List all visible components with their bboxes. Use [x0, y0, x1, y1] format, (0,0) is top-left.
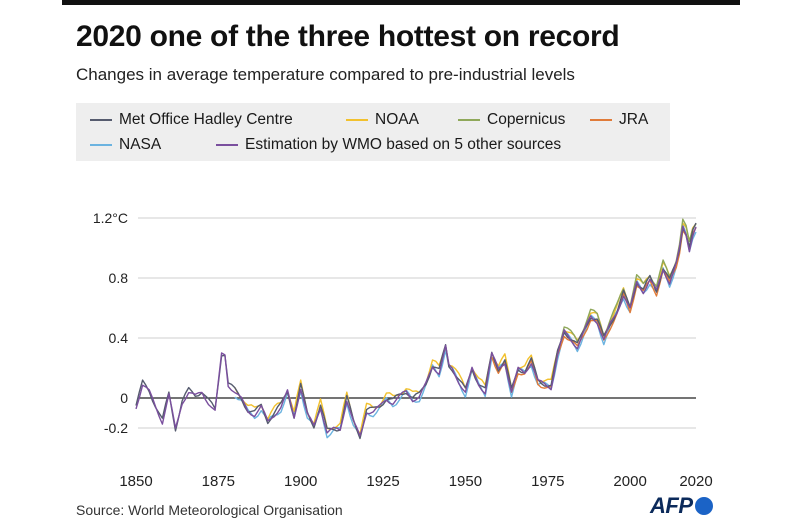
y-tick-label: 0.4	[109, 330, 129, 346]
afp-logo-text: AFP	[650, 493, 693, 518]
x-tick-label: 2000	[613, 473, 646, 490]
legend-label: Copernicus	[487, 111, 566, 128]
x-tick-label: 1900	[284, 473, 317, 490]
chart-title: 2020 one of the three hottest on record	[76, 20, 620, 53]
series-line	[234, 224, 697, 439]
legend-swatch	[90, 144, 112, 146]
legend-label: NOAA	[375, 111, 419, 128]
legend-item-wmo-estimation: Estimation by WMO based on 5 other sourc…	[216, 136, 561, 154]
x-tick-label: 1850	[119, 473, 152, 490]
x-tick-label: 1975	[531, 473, 564, 490]
top-rule	[62, 0, 740, 5]
y-tick-label: 0	[120, 390, 128, 406]
x-tick-label: 2020	[679, 473, 712, 490]
source-note: Source: World Meteorological Organisatio…	[76, 502, 343, 518]
x-tick-label: 1875	[202, 473, 235, 490]
chart-subtitle: Changes in average temperature compared …	[76, 65, 575, 84]
y-tick-label: -0.2	[104, 420, 128, 436]
legend-label: Estimation by WMO based on 5 other sourc…	[245, 136, 562, 153]
legend-swatch	[346, 119, 368, 121]
afp-logo-dot	[694, 497, 713, 515]
legend-label: NASA	[119, 136, 162, 153]
legend-item-noaa: NOAA	[346, 111, 419, 129]
legend-item-jra: JRA	[590, 111, 648, 129]
x-tick-label: 1950	[449, 473, 482, 490]
legend-item-met-office: Met Office Hadley Centre	[90, 111, 293, 129]
x-tick-label: 1925	[366, 473, 399, 490]
legend-label: JRA	[619, 111, 649, 128]
legend-swatch	[590, 119, 612, 121]
legend-label: Met Office Hadley Centre	[119, 111, 293, 128]
legend: Met Office Hadley Centre NOAA Copernicus…	[76, 103, 670, 161]
series-line	[560, 218, 697, 343]
legend-swatch	[458, 119, 480, 121]
legend-item-copernicus: Copernicus	[458, 111, 565, 129]
series-line	[135, 225, 697, 437]
y-tick-label: 1.2°C	[93, 210, 128, 226]
afp-logo: AFP	[650, 493, 713, 519]
legend-swatch	[90, 119, 112, 121]
legend-swatch	[216, 144, 238, 146]
series-line	[135, 222, 697, 440]
legend-item-nasa: NASA	[90, 136, 161, 154]
y-tick-label: 0.8	[109, 270, 129, 286]
